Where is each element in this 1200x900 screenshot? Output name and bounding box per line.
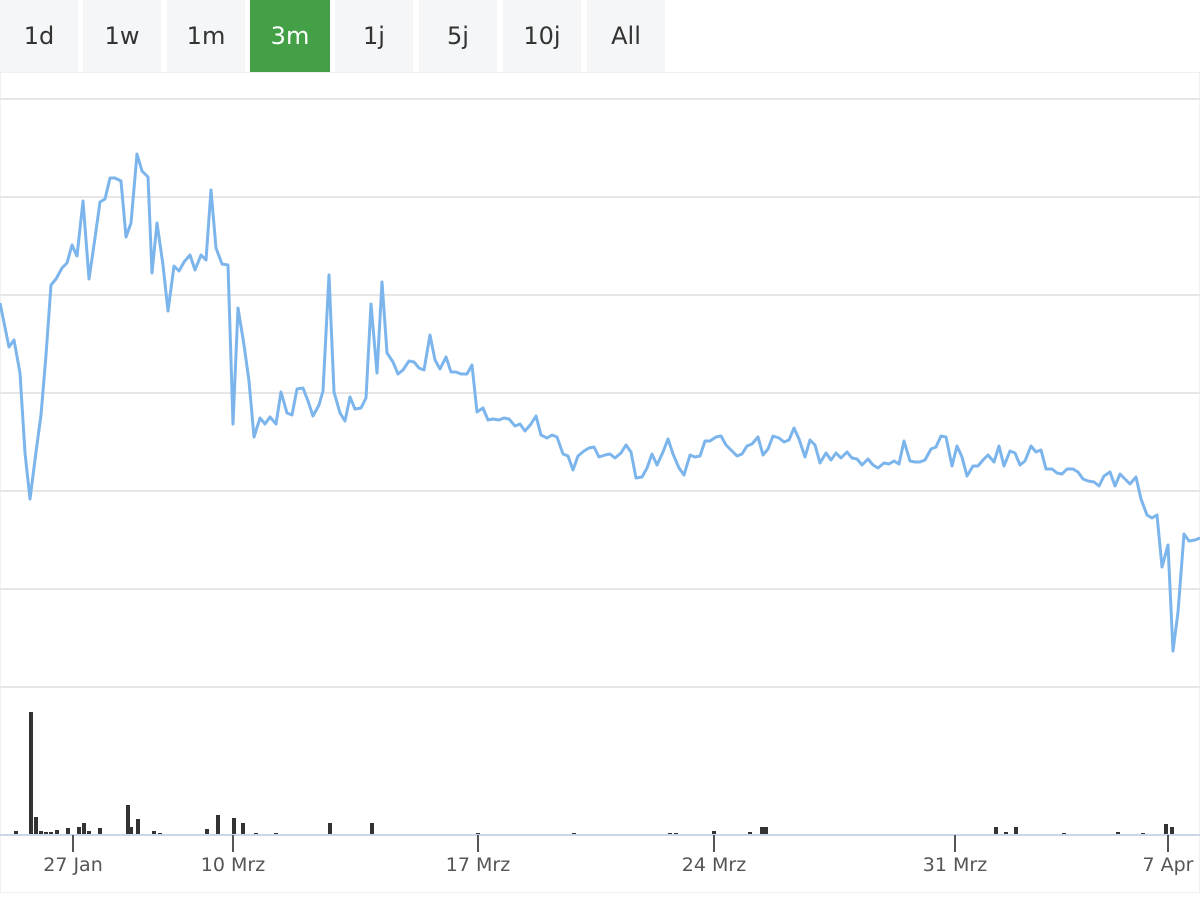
volume-bar bbox=[1164, 824, 1168, 835]
volume-bar bbox=[34, 817, 38, 835]
x-tick-label: 27 Jan bbox=[43, 854, 103, 876]
volume-bar bbox=[14, 831, 18, 835]
volume-bar bbox=[66, 828, 70, 835]
volume-bar bbox=[1014, 827, 1018, 835]
range-button[interactable]: 1w bbox=[83, 0, 161, 72]
volume-bar bbox=[44, 832, 48, 835]
volume-bar bbox=[1116, 832, 1120, 835]
range-button[interactable]: 1j bbox=[335, 0, 413, 72]
range-button[interactable]: All bbox=[587, 0, 665, 72]
volume-bar bbox=[205, 829, 209, 835]
volume-bar bbox=[136, 819, 140, 835]
x-tick-label: 31 Mrz bbox=[923, 854, 987, 876]
volume-bar bbox=[98, 828, 102, 835]
x-tick-label: 17 Mrz bbox=[446, 854, 510, 876]
volume-bar bbox=[129, 827, 133, 835]
volume-bar bbox=[216, 815, 220, 835]
volume-bar bbox=[328, 823, 332, 835]
volume-bar bbox=[748, 832, 752, 835]
plot-frame bbox=[0, 72, 1200, 893]
price-line bbox=[0, 152, 1200, 653]
x-tick-label: 7 Apr bbox=[1143, 854, 1194, 876]
volume-bar bbox=[241, 823, 245, 835]
volume-bar bbox=[232, 818, 236, 835]
volume-bar bbox=[1004, 832, 1008, 835]
volume-bar bbox=[82, 823, 86, 835]
volume-bar bbox=[1170, 827, 1174, 835]
volume-bar bbox=[126, 805, 130, 835]
volume-bar bbox=[760, 827, 764, 835]
range-button[interactable]: 10j bbox=[503, 0, 581, 72]
volume-bar bbox=[49, 832, 53, 835]
volume-bar bbox=[87, 831, 91, 835]
x-tick-label: 24 Mrz bbox=[682, 854, 746, 876]
volume-bar bbox=[39, 831, 43, 835]
range-button[interactable]: 1m bbox=[167, 0, 245, 72]
range-button[interactable]: 1d bbox=[0, 0, 78, 72]
volume-bar bbox=[77, 827, 81, 835]
volume-bar bbox=[370, 823, 374, 835]
volume-bar bbox=[764, 827, 768, 835]
volume-bar bbox=[29, 712, 33, 835]
range-button[interactable]: 5j bbox=[419, 0, 497, 72]
volume-bar bbox=[994, 827, 998, 835]
volume-bar bbox=[152, 831, 156, 835]
volume-bar bbox=[55, 830, 59, 835]
volume-bar bbox=[712, 831, 716, 835]
range-button[interactable]: 3m bbox=[250, 0, 330, 72]
x-tick-label: 10 Mrz bbox=[201, 854, 265, 876]
